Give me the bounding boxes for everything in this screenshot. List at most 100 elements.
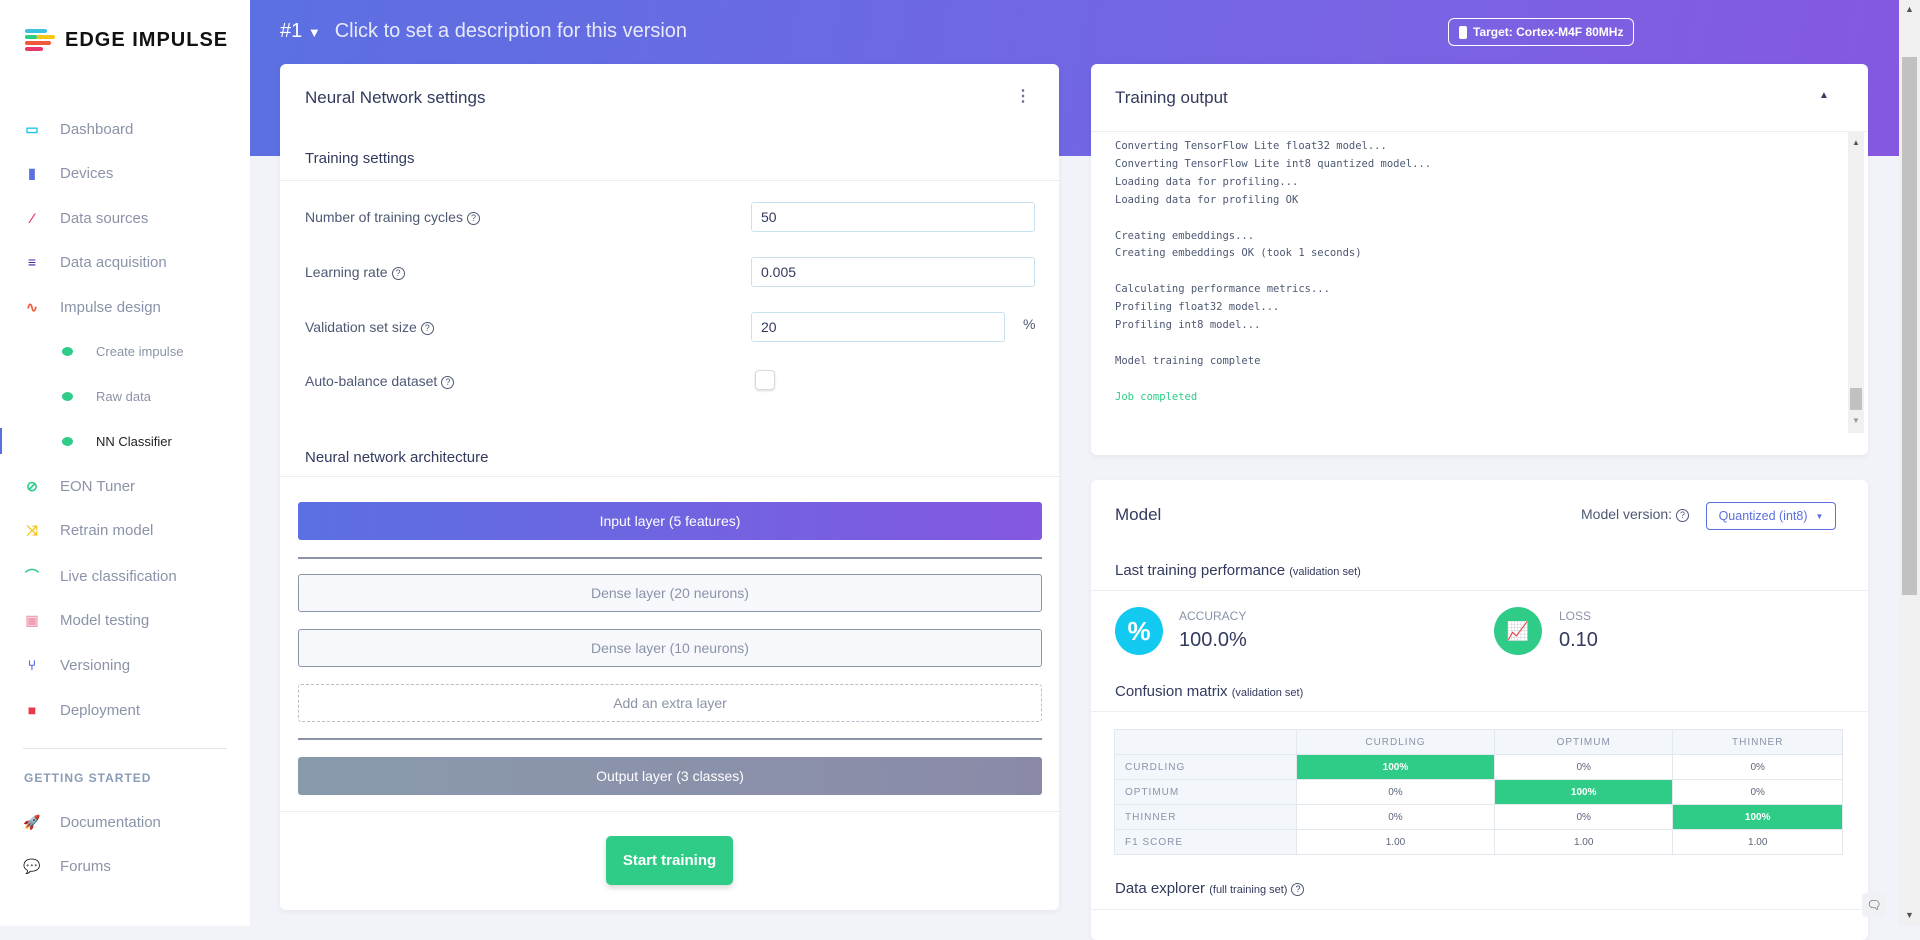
box-icon: ■ <box>27 702 37 718</box>
cycles-label: Number of training cycles? <box>305 209 480 225</box>
perf-title: Last training performance (validation se… <box>1115 562 1361 579</box>
help-icon[interactable]: ? <box>420 322 434 335</box>
sidebar-item-devices[interactable]: ▮ Devices <box>0 158 250 188</box>
column-header: THINNER <box>1672 729 1843 755</box>
sidebar-item-create-impulse[interactable]: Create impulse <box>0 336 250 366</box>
monitor-icon: ▭ <box>25 120 39 137</box>
help-icon[interactable]: ? <box>1291 883 1305 896</box>
sidebar-item-dashboard[interactable]: ▭ Dashboard <box>0 114 250 144</box>
table-row: OPTIMUM 0% 100% 0% <box>1114 779 1843 805</box>
accuracy-value: 100.0% <box>1179 629 1247 651</box>
sidebar-item-eon-tuner[interactable]: ⊘ EON Tuner <box>0 471 250 501</box>
learning-rate-label: Learning rate? <box>305 264 405 280</box>
loss-value: 0.10 <box>1559 629 1598 651</box>
dense-layer[interactable]: Dense layer (20 neurons) <box>298 574 1042 612</box>
add-layer-button[interactable]: Add an extra layer <box>298 684 1042 722</box>
matrix-cell: 0% <box>1672 754 1843 780</box>
matrix-cell: 0% <box>1493 754 1674 780</box>
log-scrollbar[interactable]: ▲ ▼ <box>1848 132 1864 433</box>
input-layer[interactable]: Input layer (5 features) <box>298 502 1042 540</box>
column-header: OPTIMUM <box>1493 729 1674 755</box>
percent-unit: % <box>1023 316 1036 332</box>
matrix-cell: 1.00 <box>1672 829 1843 855</box>
dense-layer[interactable]: Dense layer (10 neurons) <box>298 629 1042 667</box>
feedback-chat-icon[interactable]: 🗨 <box>1862 893 1886 917</box>
sidebar-item-label: Live classification <box>60 567 177 585</box>
collapse-caret-icon[interactable]: ▲ <box>1819 90 1829 101</box>
version-bar: #1 ▼ Click to set a description for this… <box>280 20 687 43</box>
sidebar-item-documentation[interactable]: 🚀 Documentation <box>0 807 250 837</box>
card-title: Training output <box>1115 88 1228 107</box>
sidebar-item-nn-classifier[interactable]: NN Classifier <box>0 426 250 456</box>
matrix-cell: 100% <box>1296 754 1495 780</box>
scroll-down-icon[interactable]: ▼ <box>1905 910 1914 920</box>
sidebar-item-label: Documentation <box>60 813 161 831</box>
sidebar-item-label: Retrain model <box>60 521 154 539</box>
log-output: Converting TensorFlow Lite float32 model… <box>1115 138 1845 438</box>
output-layer[interactable]: Output layer (3 classes) <box>298 757 1042 795</box>
clipboard-check-icon: ▣ <box>25 611 39 628</box>
active-indicator <box>0 428 2 454</box>
sidebar-item-versioning[interactable]: ⑂ Versioning <box>0 650 250 680</box>
help-icon[interactable]: ? <box>441 376 455 389</box>
scroll-down-icon[interactable]: ▼ <box>1852 416 1860 425</box>
live-icon: ⌒ <box>25 568 39 584</box>
training-cycles-input[interactable] <box>751 202 1035 232</box>
kebab-menu-icon[interactable]: ⋮ <box>1015 88 1031 105</box>
help-icon[interactable]: ? <box>391 267 405 280</box>
section-heading: GETTING STARTED <box>24 771 152 785</box>
logo[interactable]: EDGE IMPULSE <box>25 28 228 52</box>
scroll-up-icon[interactable]: ▲ <box>1905 4 1914 14</box>
log-line: Loading data for profiling... <box>1115 175 1299 188</box>
target-button[interactable]: Target: Cortex-M4F 80MHz <box>1448 18 1635 46</box>
scrollbar-thumb[interactable] <box>1850 388 1862 410</box>
version-dropdown[interactable]: #1 ▼ <box>280 20 321 43</box>
sidebar-item-label: Impulse design <box>60 298 161 316</box>
sidebar-item-label: Data acquisition <box>60 253 167 271</box>
help-icon[interactable]: ? <box>1676 509 1690 522</box>
divider <box>298 557 1042 559</box>
magic-wand-icon: ⁄ <box>30 210 34 226</box>
auto-balance-checkbox[interactable] <box>755 370 775 390</box>
row-header: OPTIMUM <box>1114 779 1297 805</box>
sidebar-item-forums[interactable]: 💬 Forums <box>0 851 250 881</box>
sidebar-item-label: Versioning <box>60 656 131 674</box>
compass-icon: ⊘ <box>26 477 38 494</box>
nn-settings-card: Neural Network settings ⋮ Training setti… <box>280 64 1059 910</box>
card-title: Neural Network settings <box>305 88 486 107</box>
start-training-button[interactable]: Start training <box>606 836 733 885</box>
sidebar-item-label: Forums <box>60 857 111 875</box>
page-scrollbar[interactable]: ▲ ▼ <box>1899 0 1920 926</box>
table-header-row: CURDLING OPTIMUM THINNER <box>1114 729 1843 755</box>
sidebar-item-deployment[interactable]: ■ Deployment <box>0 695 250 725</box>
sidebar-item-raw-data[interactable]: Raw data <box>0 381 250 411</box>
scrollbar-thumb[interactable] <box>1902 57 1917 595</box>
learning-rate-input[interactable] <box>751 257 1035 287</box>
sidebar-item-label: NN Classifier <box>96 433 172 449</box>
database-icon: ≡ <box>27 254 37 270</box>
sidebar-item-label: Create impulse <box>96 343 184 359</box>
scroll-up-icon[interactable]: ▲ <box>1852 138 1860 147</box>
row-header: CURDLING <box>1114 754 1297 780</box>
status-dot-icon <box>62 436 73 446</box>
model-version-select[interactable]: Quantized (int8) ▼ <box>1706 502 1836 530</box>
confusion-matrix-title: Confusion matrix (validation set) <box>1115 683 1304 700</box>
divider <box>298 738 1042 740</box>
sidebar-item-data-acquisition[interactable]: ≡ Data acquisition <box>0 247 250 277</box>
log-line: Creating embeddings OK (took 1 seconds) <box>1115 247 1362 260</box>
row-header: THINNER <box>1114 804 1297 830</box>
validation-size-input[interactable] <box>751 312 1005 342</box>
sidebar-item-label: Data sources <box>60 209 149 227</box>
sidebar-item-retrain-model[interactable]: ⤨ Retrain model <box>0 515 250 545</box>
sidebar-item-impulse-design[interactable]: ∿ Impulse design <box>0 292 250 322</box>
log-line: Converting TensorFlow Lite float32 model… <box>1115 140 1387 152</box>
sidebar-item-live-classification[interactable]: ⌒ Live classification <box>0 561 250 591</box>
help-icon[interactable]: ? <box>466 212 480 225</box>
sidebar-item-label: Model testing <box>60 611 150 629</box>
sidebar-item-model-testing[interactable]: ▣ Model testing <box>0 605 250 635</box>
sidebar-item-label: Dashboard <box>60 120 134 138</box>
log-line <box>1115 335 1845 353</box>
version-description[interactable]: Click to set a description for this vers… <box>334 20 688 42</box>
sidebar-item-data-sources[interactable]: ⁄ Data sources <box>0 203 250 233</box>
section-title: Neural network architecture <box>305 449 489 466</box>
